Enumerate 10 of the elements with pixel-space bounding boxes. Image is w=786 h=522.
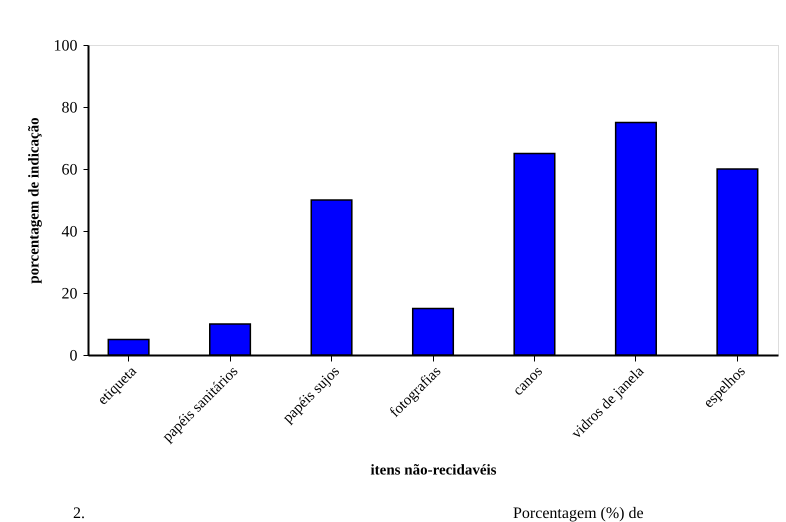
y-tick-label: 60	[62, 162, 78, 178]
y-tick-label: 0	[70, 348, 78, 364]
x-axis-title: itens não-recidavéis	[370, 462, 497, 479]
text: 2.	[73, 505, 85, 522]
y-tick-label: 20	[62, 286, 78, 302]
text: Porcentagem (%) de	[513, 505, 644, 522]
y-tick-label: 80	[62, 100, 78, 116]
y-tick-label: 100	[54, 38, 78, 54]
y-tick-label: 40	[62, 224, 78, 240]
y-axis-title: porcentagem de indicação	[26, 117, 42, 284]
